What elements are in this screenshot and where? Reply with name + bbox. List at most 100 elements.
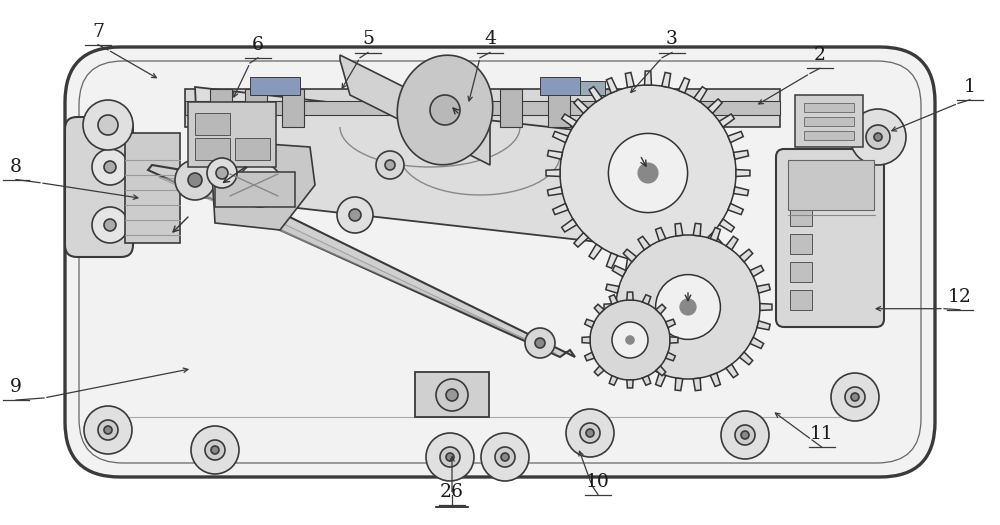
Circle shape: [850, 109, 906, 165]
Polygon shape: [656, 304, 666, 314]
Polygon shape: [589, 87, 602, 102]
Polygon shape: [734, 187, 749, 196]
Circle shape: [501, 453, 509, 461]
Circle shape: [440, 447, 460, 467]
Bar: [500, 89, 522, 127]
Polygon shape: [757, 321, 770, 330]
Polygon shape: [612, 338, 626, 349]
Polygon shape: [693, 223, 701, 236]
Polygon shape: [675, 378, 683, 391]
Polygon shape: [710, 227, 720, 241]
Circle shape: [216, 167, 228, 179]
Circle shape: [188, 173, 202, 187]
Bar: [215, 172, 295, 207]
Circle shape: [205, 440, 225, 460]
Polygon shape: [158, 177, 556, 354]
Circle shape: [191, 426, 239, 474]
Circle shape: [741, 431, 749, 439]
Text: 5: 5: [362, 30, 374, 48]
Circle shape: [83, 100, 133, 150]
Circle shape: [211, 446, 219, 454]
Circle shape: [385, 160, 395, 170]
Polygon shape: [612, 266, 626, 277]
Circle shape: [866, 125, 890, 149]
Circle shape: [92, 149, 128, 185]
Circle shape: [874, 133, 882, 141]
Polygon shape: [719, 114, 734, 127]
Circle shape: [104, 426, 112, 434]
Polygon shape: [678, 78, 690, 93]
FancyBboxPatch shape: [65, 117, 133, 257]
Bar: [210, 89, 232, 127]
Polygon shape: [638, 236, 650, 250]
Polygon shape: [627, 380, 633, 388]
Polygon shape: [195, 87, 625, 245]
Bar: [248, 125, 268, 137]
Polygon shape: [645, 261, 651, 275]
Circle shape: [590, 300, 670, 380]
Bar: [185, 89, 780, 127]
Polygon shape: [148, 165, 575, 357]
Bar: [595, 89, 617, 127]
Polygon shape: [693, 378, 701, 391]
Polygon shape: [606, 321, 619, 330]
Polygon shape: [736, 170, 750, 176]
Circle shape: [98, 420, 118, 440]
Polygon shape: [728, 204, 743, 215]
Circle shape: [349, 209, 361, 221]
Circle shape: [481, 433, 529, 481]
Bar: [188, 102, 276, 167]
Polygon shape: [625, 72, 634, 88]
Bar: [804, 103, 854, 112]
Bar: [790, 290, 812, 310]
Polygon shape: [710, 373, 720, 386]
Circle shape: [436, 379, 468, 411]
Polygon shape: [340, 55, 490, 165]
Bar: [235, 138, 270, 160]
Text: 26: 26: [440, 483, 464, 501]
Circle shape: [560, 85, 736, 261]
Polygon shape: [757, 284, 770, 293]
Circle shape: [851, 393, 859, 401]
Bar: [282, 89, 304, 127]
Circle shape: [656, 275, 720, 339]
Polygon shape: [694, 87, 707, 102]
Polygon shape: [750, 266, 764, 277]
Circle shape: [104, 219, 116, 231]
Circle shape: [207, 158, 237, 188]
Text: 9: 9: [10, 378, 22, 396]
FancyBboxPatch shape: [776, 149, 884, 327]
Text: 10: 10: [586, 472, 610, 490]
Circle shape: [92, 207, 128, 243]
Bar: [195, 138, 230, 160]
Polygon shape: [627, 292, 633, 300]
Circle shape: [612, 322, 648, 358]
Polygon shape: [656, 227, 666, 241]
Circle shape: [735, 425, 755, 445]
Text: 8: 8: [10, 158, 22, 175]
Circle shape: [175, 160, 215, 200]
Polygon shape: [574, 233, 588, 247]
Bar: [415, 372, 489, 417]
Polygon shape: [678, 253, 690, 268]
Circle shape: [446, 389, 458, 401]
Polygon shape: [606, 253, 618, 268]
Text: 7: 7: [92, 23, 104, 40]
Circle shape: [104, 161, 116, 173]
Polygon shape: [606, 78, 618, 93]
Circle shape: [625, 335, 635, 345]
Polygon shape: [589, 244, 602, 259]
Polygon shape: [734, 150, 749, 159]
Polygon shape: [582, 337, 590, 343]
Circle shape: [580, 423, 600, 443]
Polygon shape: [594, 304, 604, 314]
Bar: [245, 89, 267, 127]
Bar: [788, 160, 874, 210]
Circle shape: [566, 409, 614, 457]
FancyBboxPatch shape: [65, 47, 935, 477]
Polygon shape: [656, 373, 666, 386]
Text: 2: 2: [814, 46, 826, 64]
Bar: [790, 262, 812, 282]
Polygon shape: [642, 376, 651, 385]
Polygon shape: [604, 303, 616, 310]
